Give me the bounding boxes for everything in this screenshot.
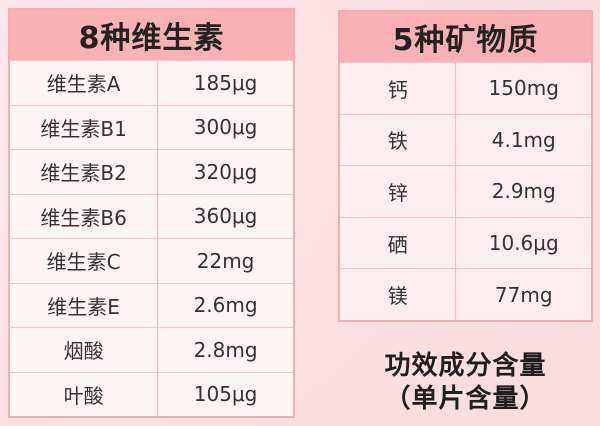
vitamins-table-body: 维生素A 185μg 维生素B1 300μg 维生素B2 320μg 维生素B6…: [10, 60, 293, 416]
vitamin-amount: 22mg: [157, 239, 293, 283]
vitamin-name: 烟酸: [10, 328, 158, 372]
mineral-amount: 77mg: [455, 269, 591, 320]
vitamin-name: 维生素B1: [10, 105, 158, 149]
table-row: 维生素E 2.6mg: [10, 282, 293, 327]
mineral-name: 铁: [340, 114, 456, 166]
mineral-amount: 2.9mg: [455, 166, 591, 217]
vitamin-amount: 360μg: [157, 194, 293, 238]
mineral-name: 硒: [340, 217, 456, 269]
vitamin-amount: 300μg: [157, 105, 293, 149]
table-row: 维生素A 185μg: [10, 60, 293, 105]
vitamin-amount: 2.6mg: [157, 283, 293, 327]
footnote-line1: 功效成分含量: [384, 351, 547, 381]
vitamin-amount: 105μg: [157, 372, 293, 416]
table-row: 钙 150mg: [340, 62, 591, 114]
vitamins-table-title: 8种维生素: [10, 10, 293, 60]
vitamin-name: 维生素B6: [10, 194, 158, 238]
vitamin-name: 叶酸: [10, 372, 158, 416]
table-row: 维生素B2 320μg: [10, 149, 293, 194]
mineral-name: 锌: [340, 166, 456, 217]
table-row: 铁 4.1mg: [340, 113, 591, 166]
vitamins-table: 8种维生素 维生素A 185μg 维生素B1 300μg 维生素B2 320μg…: [8, 8, 295, 418]
footnote: 功效成分含量 （单片含量）: [338, 350, 593, 415]
table-row: 锌 2.9mg: [340, 165, 591, 217]
minerals-table: 5种矿物质 钙 150mg 铁 4.1mg 锌 2.9mg 硒 10.6μg 镁…: [338, 10, 593, 322]
table-row: 维生素C 22mg: [10, 238, 293, 283]
mineral-amount: 10.6μg: [455, 217, 591, 269]
table-row: 维生素B1 300μg: [10, 104, 293, 149]
vitamin-name: 维生素A: [10, 61, 158, 105]
table-row: 烟酸 2.8mg: [10, 327, 293, 372]
vitamin-amount: 2.8mg: [157, 328, 293, 372]
mineral-name: 镁: [340, 269, 456, 320]
mineral-name: 钙: [340, 63, 456, 114]
vitamin-name: 维生素B2: [10, 150, 158, 194]
table-row: 硒 10.6μg: [340, 216, 591, 269]
vitamin-amount: 320μg: [157, 150, 293, 194]
footnote-line2: （单片含量）: [384, 383, 547, 414]
table-row: 叶酸 105μg: [10, 371, 293, 416]
table-row: 维生素B6 360μg: [10, 193, 293, 238]
table-row: 镁 77mg: [340, 268, 591, 320]
minerals-table-title: 5种矿物质: [340, 12, 591, 62]
minerals-table-body: 钙 150mg 铁 4.1mg 锌 2.9mg 硒 10.6μg 镁 77mg: [340, 62, 591, 320]
vitamin-name: 维生素E: [10, 283, 158, 327]
vitamin-amount: 185μg: [157, 61, 293, 105]
vitamin-name: 维生素C: [10, 239, 158, 283]
mineral-amount: 150mg: [455, 63, 591, 114]
mineral-amount: 4.1mg: [455, 114, 591, 166]
